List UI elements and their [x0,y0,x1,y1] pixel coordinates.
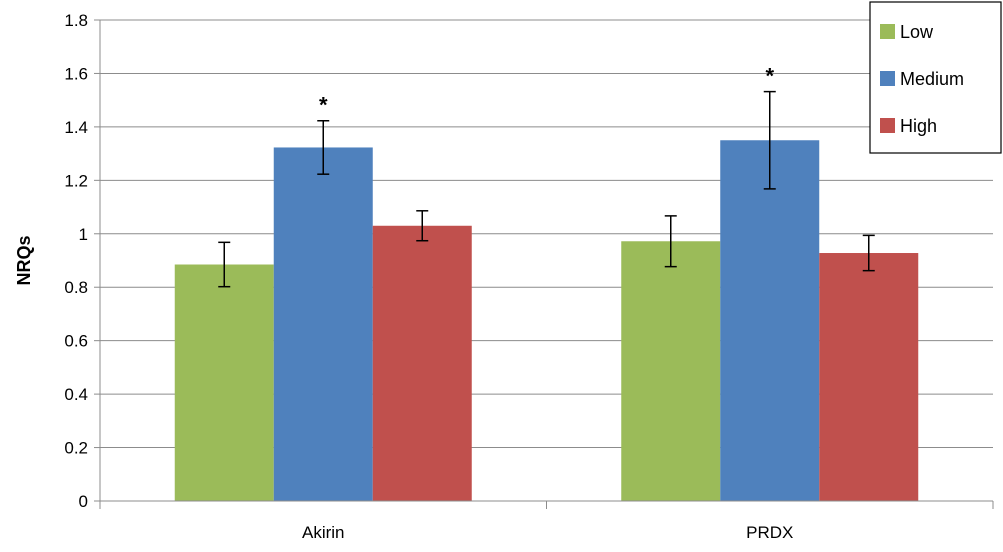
legend-swatch-medium [880,71,895,86]
y-tick-label: 1.2 [64,171,88,190]
axes [94,19,994,509]
y-tick-label: 0.8 [64,278,88,297]
y-tick-label: 0.6 [64,332,88,351]
significance-asterisk: * [319,93,328,118]
legend-label-low: Low [900,22,934,42]
legend-label-medium: Medium [900,69,964,89]
bar-high-akirin [372,225,472,501]
category-labels: Akirin PRDX [302,523,793,542]
legend: Low Medium High [869,1,1002,154]
legend-swatch-high [880,118,895,133]
significance-asterisk: * [765,64,774,89]
y-axis-title: NRQs [14,235,34,285]
error-bars [218,90,875,288]
bar-high-prdx [819,253,919,501]
category-label: PRDX [746,523,793,542]
category-label: Akirin [302,523,345,542]
y-tick-labels: 0 0.2 0.4 0.6 0.8 1 1.2 1.4 1.6 1.8 [64,11,88,511]
bar-medium-prdx [720,140,820,501]
y-tick-label: 1 [79,225,88,244]
bar-low-prdx [621,241,721,501]
legend-swatch-low [880,24,895,39]
legend-label-high: High [900,116,937,136]
bars [174,140,919,501]
y-tick-label: 1.6 [64,64,88,83]
y-tick-label: 0 [79,492,88,511]
bar-medium-akirin [273,147,373,501]
y-tick-label: 0.4 [64,385,88,404]
y-tick-label: 0.2 [64,439,88,458]
bar-low-akirin [174,264,274,501]
y-tick-label: 1.4 [64,118,88,137]
significance-marks: ** [319,64,775,118]
y-tick-label: 1.8 [64,11,88,30]
